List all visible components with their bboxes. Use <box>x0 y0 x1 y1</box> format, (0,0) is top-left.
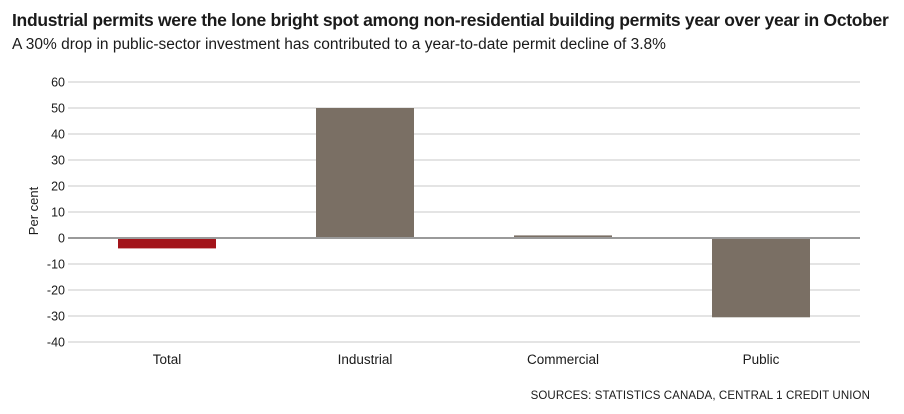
y-tick-label: 0 <box>58 232 65 246</box>
y-axis-label: Per cent <box>26 186 41 235</box>
chart-title: Industrial permits were the lone bright … <box>12 10 889 30</box>
category-labels: Total Industrial Commercial Public <box>153 352 780 367</box>
y-tick-label: 50 <box>51 102 65 116</box>
y-tick-label: 40 <box>51 128 65 142</box>
y-tick-label: 60 <box>51 76 65 90</box>
category-label: Public <box>743 352 780 367</box>
bar-total <box>118 238 216 249</box>
category-label: Commercial <box>527 352 599 367</box>
y-tick-label: 20 <box>51 180 65 194</box>
bars <box>118 108 810 318</box>
y-tick-label: 10 <box>51 206 65 220</box>
category-label: Industrial <box>338 352 393 367</box>
y-tick-label: 30 <box>51 154 65 168</box>
bar-industrial <box>316 108 414 238</box>
chart-subtitle: A 30% drop in public-sector investment h… <box>12 36 666 53</box>
y-tick-label: -10 <box>47 258 65 272</box>
y-tick-label: -40 <box>47 336 65 350</box>
source-note: SOURCES: STATISTICS CANADA, CENTRAL 1 CR… <box>530 390 870 402</box>
y-tick-label: -30 <box>47 310 65 324</box>
bar-public <box>712 238 810 318</box>
y-tick-labels: 60 50 40 30 20 10 0 -10 -20 -30 -40 <box>47 76 65 350</box>
category-label: Total <box>153 352 182 367</box>
y-tick-label: -20 <box>47 284 65 298</box>
bar-commercial <box>514 235 612 238</box>
